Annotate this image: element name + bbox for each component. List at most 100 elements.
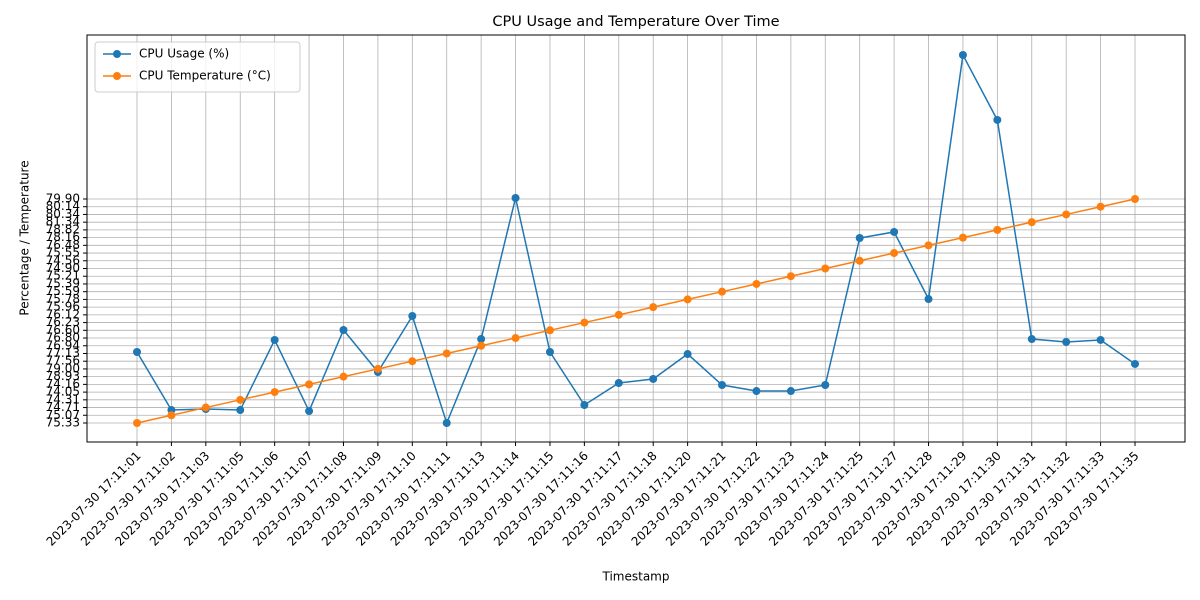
y-tick-label: 76.12 (46, 307, 80, 321)
data-point (855, 256, 864, 265)
legend-label: CPU Usage (%) (139, 47, 229, 61)
data-point (1027, 218, 1036, 227)
y-tick-label: 74.90 (46, 261, 80, 275)
y-axis-label: Percentage / Temperature (18, 160, 32, 315)
data-point (958, 51, 967, 60)
y-tick-label: 75.39 (46, 276, 80, 290)
data-point (408, 357, 417, 366)
y-tick-label: 79.90 (46, 191, 80, 205)
data-point (545, 326, 554, 335)
y-tick-label: 81.34 (46, 215, 80, 229)
data-point (614, 310, 623, 319)
data-point (339, 372, 348, 381)
data-point (614, 378, 623, 387)
legend-box (94, 41, 301, 93)
data-point (545, 348, 554, 357)
plot-frame (86, 34, 1186, 443)
y-tick-label: 80.34 (46, 207, 80, 221)
data-point (821, 264, 830, 273)
data-point (580, 401, 589, 409)
data-point (1096, 335, 1105, 344)
y-tick-label: 78.16 (46, 230, 80, 244)
y-tick-label: 75.07 (46, 408, 80, 422)
y-tick-label: 78.93 (46, 369, 80, 383)
data-point (786, 272, 795, 281)
y-tick-label: 75.33 (46, 415, 80, 429)
data-point (993, 225, 1002, 234)
data-point (236, 406, 245, 415)
data-point (305, 407, 314, 416)
data-point (683, 350, 692, 359)
data-point (993, 115, 1002, 124)
data-point (477, 335, 486, 344)
data-point (1062, 210, 1071, 219)
data-point (511, 334, 520, 343)
data-point (442, 418, 451, 427)
y-tick-label: 74.05 (46, 385, 80, 399)
y-tick-label: 74.16 (46, 377, 80, 391)
data-point (373, 364, 382, 373)
legend-label: CPU Temperature (°C) (139, 69, 271, 83)
data-point (477, 341, 486, 350)
data-point (167, 411, 176, 420)
legend-marker (113, 50, 121, 58)
data-point (511, 193, 520, 202)
data-point (924, 295, 933, 304)
y-tick-label: 76.23 (46, 315, 80, 329)
data-point (683, 295, 692, 304)
y-tick-label: 77.56 (46, 354, 80, 368)
series-line (136, 198, 1136, 424)
data-point (718, 287, 727, 296)
data-point (890, 227, 899, 236)
data-point (1131, 359, 1139, 368)
data-point (1027, 335, 1036, 344)
y-tick-label: 76.48 (46, 238, 80, 252)
data-point (1131, 194, 1139, 203)
data-point (786, 387, 795, 396)
x-axis-label: Timestamp (602, 570, 670, 584)
data-point (924, 241, 933, 250)
data-point (270, 388, 279, 397)
y-tick-label: 75.55 (46, 246, 80, 260)
y-tick-label: 74.56 (46, 253, 80, 267)
data-point (442, 349, 451, 358)
data-point (408, 312, 417, 321)
data-point (890, 249, 899, 258)
y-tick-label: 75.78 (46, 292, 80, 306)
y-tick-label: 77.13 (46, 346, 80, 360)
data-point (718, 380, 727, 389)
data-point (649, 374, 658, 383)
data-point (133, 418, 141, 427)
chart-title: CPU Usage and Temperature Over Time (492, 14, 779, 30)
data-point (305, 380, 314, 389)
data-point (1062, 337, 1071, 346)
data-point (580, 318, 589, 327)
data-point (339, 325, 348, 334)
y-tick-label: 74.71 (46, 400, 80, 414)
y-tick-label: 79.00 (46, 361, 80, 375)
y-tick-label: 74.31 (46, 392, 80, 406)
y-tick-label: 75.21 (46, 269, 80, 283)
data-point (855, 233, 864, 242)
y-tick-label: 76.60 (46, 323, 80, 337)
y-tick-label: 76.94 (46, 338, 80, 352)
data-point (1096, 202, 1105, 211)
y-tick-label: 78.82 (46, 222, 80, 236)
data-point (201, 403, 210, 412)
data-point (752, 279, 761, 288)
data-point (958, 233, 967, 242)
data-point (752, 387, 761, 396)
y-tick-label: 75.96 (46, 300, 80, 314)
series-line (136, 52, 1136, 426)
data-point (133, 348, 141, 357)
y-tick-label: 75.59 (46, 284, 80, 298)
data-point (270, 335, 279, 344)
y-tick-label: 76.80 (46, 331, 80, 345)
y-tick-label: 80.14 (46, 199, 80, 213)
data-point (236, 395, 245, 404)
legend-marker (113, 72, 121, 80)
data-point (821, 380, 830, 389)
data-point (649, 303, 658, 312)
